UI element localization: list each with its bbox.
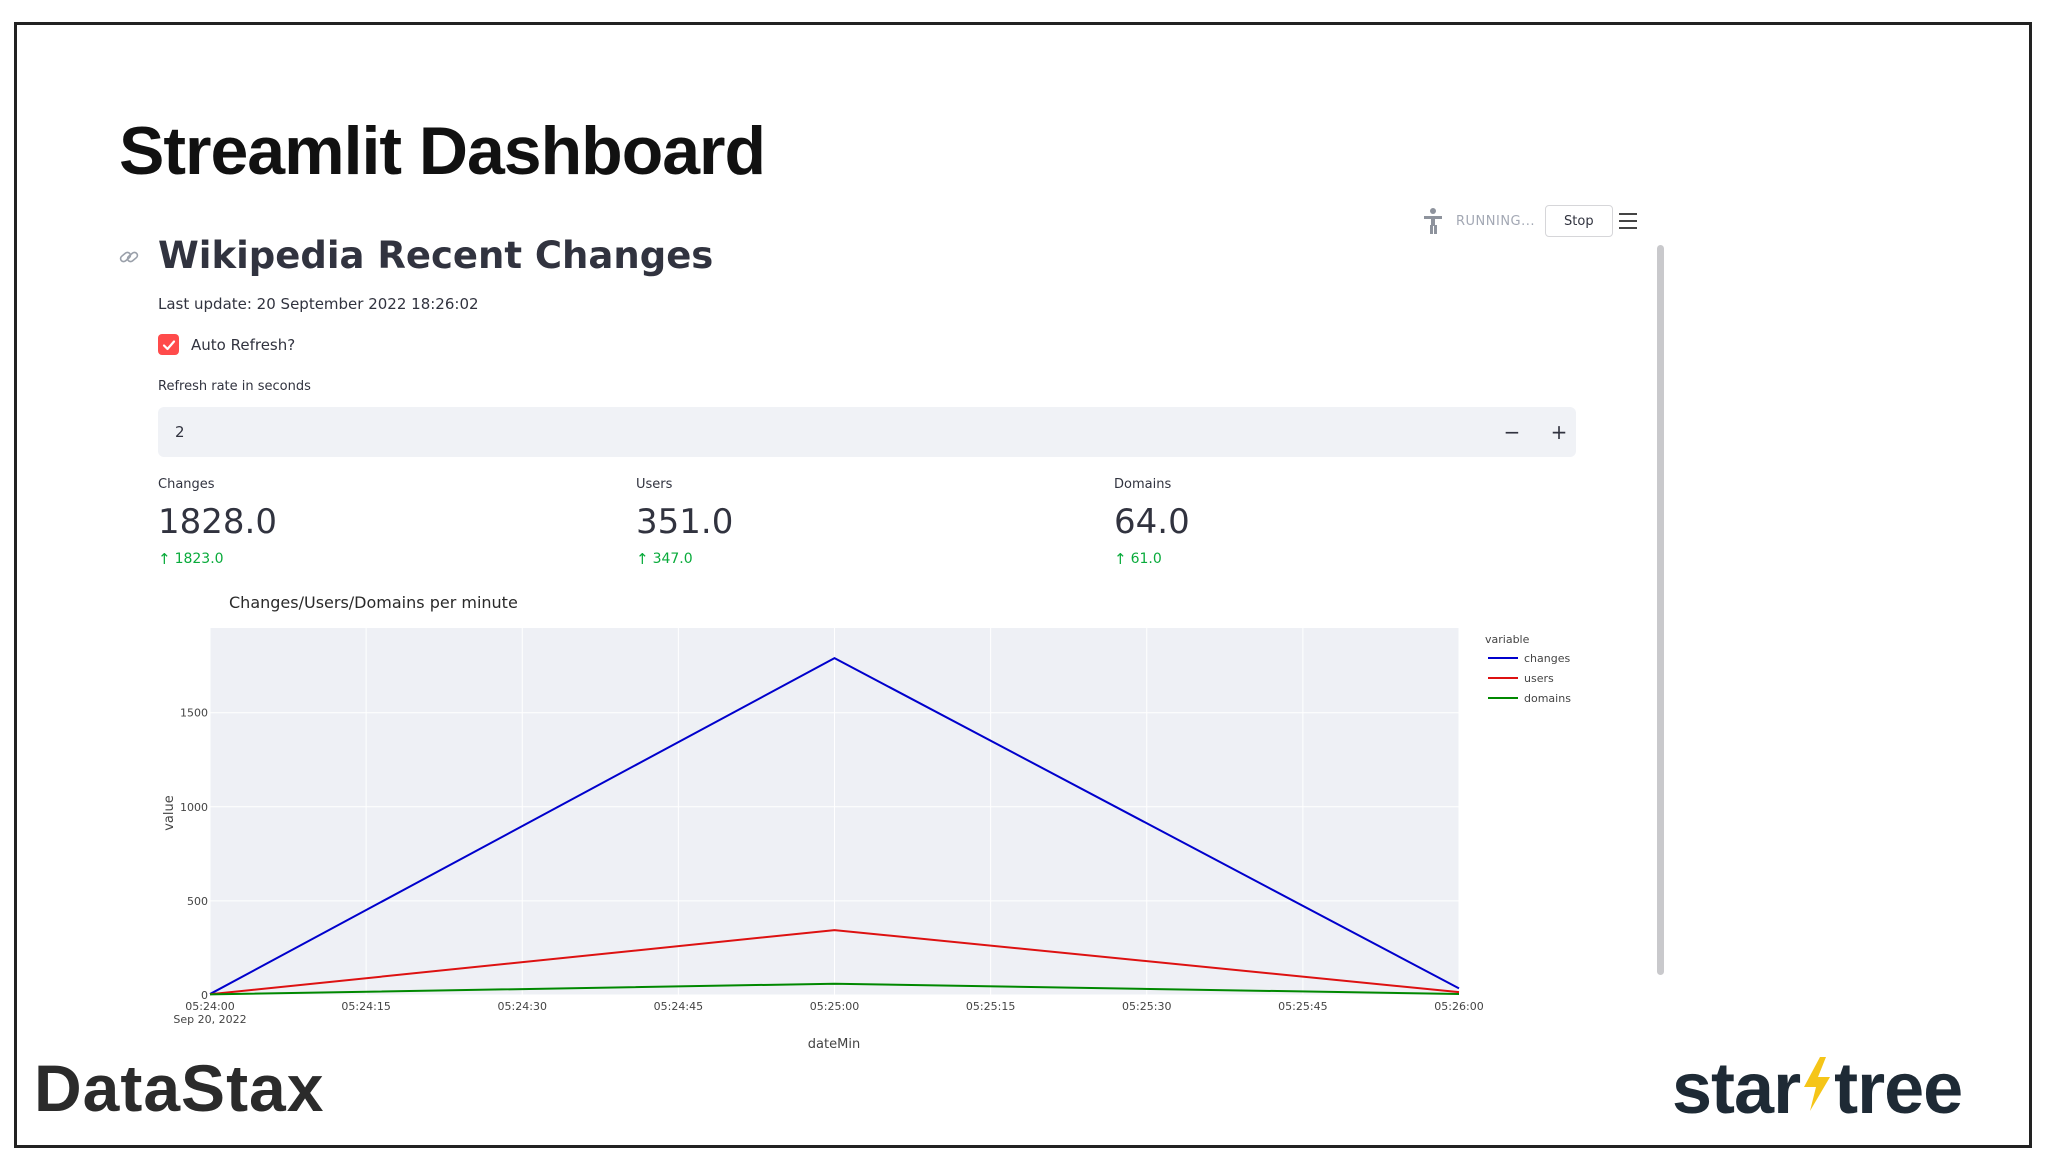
y-tick-label: 500 — [187, 895, 208, 908]
x-tick-label: 05:24:45 — [654, 1000, 703, 1013]
refresh-rate-label: Refresh rate in seconds — [158, 379, 311, 394]
running-figure-icon — [1424, 208, 1442, 234]
x-tick-label: 05:24:15 — [341, 1000, 390, 1013]
legend-item-users[interactable]: users — [1524, 672, 1554, 685]
metric-delta: ↑ 61.0 — [1114, 550, 1162, 568]
chart-title: Changes/Users/Domains per minute — [229, 593, 518, 612]
y-tick-label: 0 — [201, 989, 208, 1002]
slide-title: Streamlit Dashboard — [119, 113, 766, 189]
x-axis-label: dateMin — [808, 1037, 860, 1052]
x-tick-label: 05:25:30 — [1122, 1000, 1171, 1013]
x-axis-ticks: 05:24:00 05:24:15 05:24:30 05:24:45 05:25:00… — [185, 1000, 1483, 1013]
metric-value: 351.0 — [636, 502, 734, 542]
auto-refresh-checkbox[interactable]: Auto Refresh? — [158, 334, 295, 355]
x-tick-label: 05:24:30 — [498, 1000, 547, 1013]
lightning-bolt-icon — [1804, 1057, 1831, 1111]
app-toolbar: RUNNING... Stop — [1418, 205, 1613, 237]
metric-delta: ↑ 1823.0 — [158, 550, 224, 568]
metric-users: Users 351.0 ↑ 347.0 — [636, 477, 733, 568]
legend-item-changes[interactable]: changes — [1524, 652, 1570, 665]
y-axis-label: value — [162, 795, 177, 831]
y-tick-label: 1500 — [180, 707, 208, 720]
metric-value: 1828.0 — [158, 502, 277, 542]
metric-changes: Changes 1828.0 ↑ 1823.0 — [158, 477, 277, 568]
arrow-up-icon: ↑ — [636, 550, 649, 568]
stop-button[interactable]: Stop — [1545, 205, 1613, 237]
legend-title: variable — [1485, 633, 1530, 646]
x-tick-label: 05:25:00 — [810, 1000, 859, 1013]
datastax-logo: DataStax — [34, 1052, 325, 1112]
arrow-up-icon: ↑ — [158, 550, 171, 568]
series-line-changes[interactable] — [209, 656, 1460, 995]
chart-legend[interactable]: variable changes users domains — [1485, 633, 1571, 705]
last-update-text: Last update: 20 September 2022 18:26:02 — [158, 295, 479, 313]
x-tick-label: 05:25:45 — [1278, 1000, 1327, 1013]
auto-refresh-label: Auto Refresh? — [191, 335, 296, 354]
y-axis-ticks: 0 500 1000 1500 — [180, 707, 208, 1002]
arrow-up-icon: ↑ — [1114, 550, 1127, 568]
scrollbar[interactable] — [1657, 245, 1664, 975]
series-line-domains[interactable] — [209, 982, 1460, 996]
metric-label: Domains — [1114, 477, 1172, 492]
app-title: Wikipedia Recent Changes — [158, 234, 714, 277]
refresh-rate-value[interactable]: 2 — [175, 423, 185, 441]
running-status: RUNNING... — [1456, 213, 1536, 229]
increment-button[interactable]: + — [1550, 420, 1568, 444]
metric-delta: ↑ 347.0 — [636, 550, 693, 568]
refresh-rate-input[interactable]: 2 − + — [158, 407, 1576, 457]
metric-label: Users — [636, 477, 673, 492]
metric-value: 64.0 — [1114, 502, 1190, 542]
metric-domains: Domains 64.0 ↑ 61.0 — [1114, 477, 1190, 568]
hamburger-menu-icon[interactable] — [1619, 213, 1637, 229]
x-date-label: Sep 20, 2022 — [173, 1013, 246, 1026]
y-tick-label: 1000 — [180, 801, 208, 814]
line-chart[interactable]: Changes/Users/Domains per minute 05:24:0… — [150, 585, 1590, 1055]
series-line-users[interactable] — [209, 929, 1460, 996]
startree-logo: star tree — [1672, 1049, 1963, 1129]
legend-item-domains[interactable]: domains — [1524, 692, 1571, 705]
link-icon[interactable] — [118, 246, 140, 268]
series-lines — [209, 656, 1460, 996]
checkbox-checked-icon[interactable] — [158, 334, 179, 355]
decrement-button[interactable]: − — [1503, 420, 1521, 444]
x-tick-label: 05:26:00 — [1434, 1000, 1483, 1013]
metric-label: Changes — [158, 477, 215, 492]
x-tick-label: 05:24:00 — [185, 1000, 234, 1013]
x-tick-label: 05:25:15 — [966, 1000, 1015, 1013]
grid-lines — [209, 628, 1460, 996]
